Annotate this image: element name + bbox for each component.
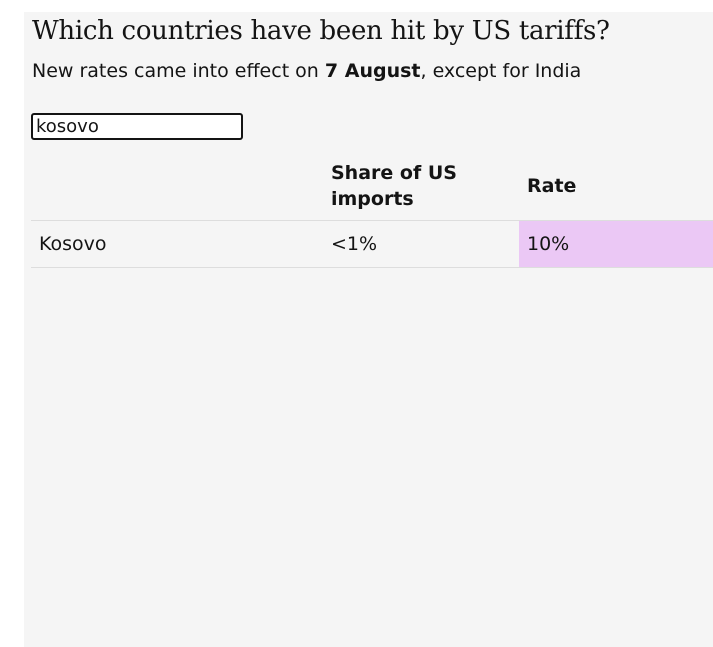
search-box[interactable] [31, 113, 243, 140]
subtitle-date: 7 August [324, 60, 421, 82]
country-cell: Kosovo [31, 220, 323, 268]
subtitle-text: New rates came into effect on [32, 60, 319, 82]
title: Which countries have been hit by US tari… [32, 16, 610, 46]
widget: Which countries have been hit by US tari… [24, 12, 713, 647]
table-row: Kosovo <1% 10% [31, 220, 713, 268]
table: Share of US imports Rate Kosovo <1% 10% [31, 152, 713, 268]
header-row: Share of US imports Rate [31, 152, 713, 221]
header-cell: Share of US imports [331, 162, 457, 210]
share-cell: <1% [323, 220, 519, 268]
subtitle: New rates came into effect on 7 August, … [32, 60, 581, 82]
table-body: Kosovo <1% 10% [31, 220, 713, 268]
header-cell: Rate [527, 175, 577, 197]
rate-cell: 10% [519, 220, 713, 268]
subtitle-text: , except for India [420, 60, 582, 82]
header-cell [31, 152, 323, 221]
